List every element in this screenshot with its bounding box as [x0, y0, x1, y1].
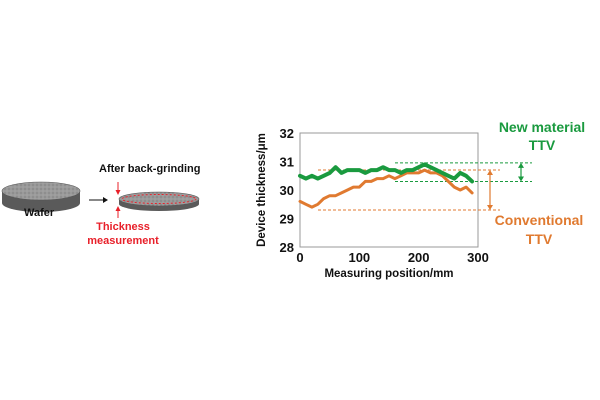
- plot-frame: [299, 132, 479, 248]
- x-tick-label: 200: [408, 250, 430, 265]
- conventional-label-1: Conventional: [495, 212, 584, 228]
- conventional-ttv-arrow-head-bottom: [487, 204, 493, 210]
- new-material-ttv-arrow-head-bottom: [518, 176, 524, 182]
- thickness-label-2: measurement: [87, 235, 159, 247]
- y-tick-labels: 28 29 30 31 32: [280, 126, 294, 255]
- y-axis-label: Device thickness/μm: [256, 133, 268, 247]
- wafer-label: Wafer: [24, 207, 55, 219]
- x-axis-label: Measuring position/mm: [324, 268, 453, 280]
- y-tick-label: 29: [280, 212, 294, 227]
- thickness-label-1: Thickness: [96, 221, 150, 233]
- x-tick-label: 100: [348, 250, 370, 265]
- y-tick-label: 30: [280, 183, 294, 198]
- ttv-arrows: [487, 162, 524, 210]
- y-tick-label: 32: [280, 126, 294, 141]
- x-tick-labels: 0 100 200 300: [296, 250, 488, 265]
- wafer-diagram: Wafer After back-grinding Thickness meas…: [1, 163, 200, 247]
- y-tick-label: 31: [280, 155, 294, 170]
- process-arrow: [89, 197, 108, 203]
- new-material-label-2: TTV: [529, 137, 556, 153]
- wafer-disc: [1, 181, 81, 212]
- y-tick-label: 28: [280, 240, 294, 255]
- thickness-chart: 28 29 30 31 32 0 100 200 300 Measuring position…: [256, 119, 585, 280]
- series-line-conventional: [298, 168, 474, 209]
- thinned-wafer-disc: [118, 191, 200, 211]
- new-material-ttv-arrow-head-top: [518, 162, 524, 168]
- x-tick-label: 0: [296, 250, 303, 265]
- after-back-grinding-label: After back-grinding: [99, 163, 200, 175]
- x-tick-label: 300: [467, 250, 489, 265]
- new-material-label-1: New material: [499, 119, 585, 135]
- thickness-arrows: [115, 182, 121, 218]
- series-line-new-material: [298, 162, 475, 184]
- series-layer: [298, 162, 475, 209]
- conventional-ttv-arrow-head-top: [487, 170, 493, 176]
- conventional-label-2: TTV: [526, 231, 553, 247]
